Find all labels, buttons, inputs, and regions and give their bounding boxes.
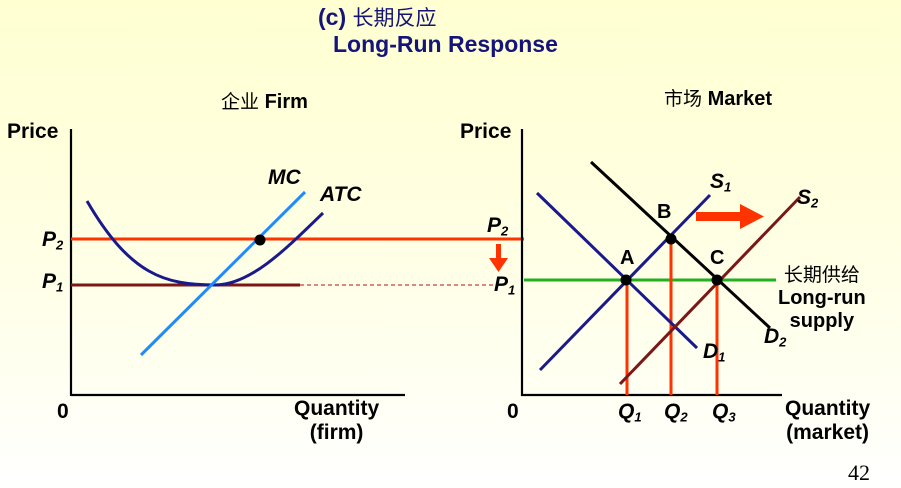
market-x-label-line1: Quantity <box>785 397 871 420</box>
firm-atc-curve <box>85 200 325 287</box>
mc-label: MC <box>268 166 301 189</box>
point-a-dot <box>620 274 632 286</box>
market-p1-label: P1 <box>494 273 516 298</box>
market-heading: 市场 Market <box>664 84 772 111</box>
market-axes <box>520 129 782 397</box>
d1-label: D1 <box>703 340 726 365</box>
market-x-axis-label: Quantity (market) <box>785 397 870 445</box>
q3-label: Q3 <box>712 400 736 425</box>
market-origin-label: 0 <box>507 400 519 423</box>
point-b-label: B <box>657 201 672 223</box>
point-b-dot <box>665 233 677 245</box>
demand-d1-curve <box>535 191 699 350</box>
firm-x-axis-label: Quantity (firm) <box>294 397 379 445</box>
firm-p1-label: P1 <box>42 270 64 295</box>
point-c-dot <box>711 274 723 286</box>
s2-label: S2 <box>797 186 819 211</box>
price-drop-arrow <box>489 244 508 272</box>
firm-x-label-line2: (firm) <box>309 421 364 444</box>
s1-label: S1 <box>710 170 732 195</box>
market-heading-zh: 市场 <box>664 88 703 110</box>
supply-s2-curve <box>618 195 802 386</box>
point-c-label: C <box>710 247 725 269</box>
firm-x-label-line1: Quantity <box>294 397 380 420</box>
long-run-supply-line2: supply <box>789 310 855 332</box>
demand-d2-curve <box>589 160 772 330</box>
long-run-supply-zh: 长期供给 <box>783 264 860 286</box>
point-a-label: A <box>620 247 635 269</box>
firm-p2-label: P2 <box>42 228 64 253</box>
firm-heading-en: Firm <box>264 91 308 113</box>
title-zh: 长期反应 <box>352 6 437 30</box>
firm-mc-curve <box>139 190 307 357</box>
firm-origin-label: 0 <box>57 400 69 423</box>
title-label: (c) <box>318 4 347 30</box>
market-y-axis-label: Price <box>460 120 512 143</box>
firm-equilibrium-point <box>254 234 266 246</box>
long-run-supply-label: 长期供给 Long-run supply <box>778 264 866 333</box>
long-run-supply-line1: Long-run <box>778 287 866 309</box>
firm-axes <box>69 129 405 397</box>
d2-label: D2 <box>764 325 787 350</box>
q2-label: Q2 <box>664 400 688 425</box>
supply-shift-arrow <box>696 204 764 229</box>
market-p2-label: P2 <box>487 214 509 239</box>
q1-label: Q1 <box>618 400 642 425</box>
chart-title-en: Long-Run Response <box>333 31 558 57</box>
market-x-label-line2: (market) <box>786 421 870 444</box>
page-number: 42 <box>848 460 870 485</box>
chart-title-cn: (c) 长期反应 <box>318 2 437 32</box>
atc-label: ATC <box>320 183 362 206</box>
firm-y-axis-label: Price <box>7 120 59 143</box>
firm-heading-zh: 企业 <box>221 91 260 113</box>
firm-heading: 企业 Firm <box>221 87 308 114</box>
market-heading-en: Market <box>707 88 773 110</box>
